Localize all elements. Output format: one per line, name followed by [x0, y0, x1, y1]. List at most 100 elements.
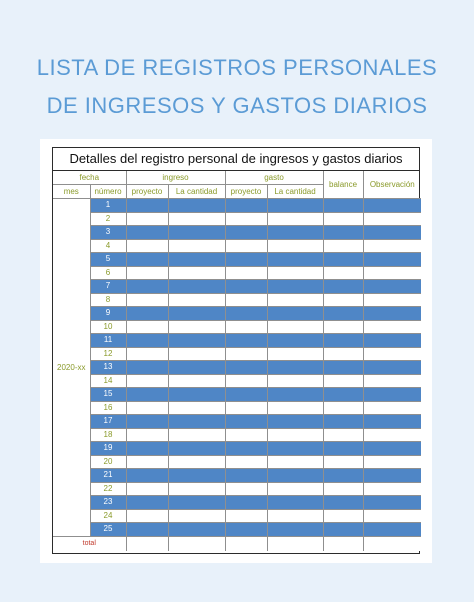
row-number-cell[interactable]: 15	[90, 387, 127, 402]
row-number-cell[interactable]: 13	[90, 360, 127, 375]
balance-cell[interactable]	[322, 292, 364, 307]
cantidad-gasto-cell[interactable]	[266, 522, 324, 537]
proyecto-gasto-cell[interactable]	[224, 306, 268, 321]
balance-cell[interactable]	[322, 319, 364, 334]
balance-cell[interactable]	[322, 346, 364, 361]
balance-cell[interactable]	[322, 454, 364, 469]
cantidad-ingreso-cell[interactable]	[167, 252, 226, 267]
row-number-cell[interactable]: 4	[90, 238, 127, 253]
cantidad-ingreso-cell[interactable]	[167, 387, 226, 402]
row-number-cell[interactable]: 3	[90, 225, 127, 240]
observacion-cell[interactable]	[362, 279, 422, 294]
row-number-cell[interactable]: 22	[90, 481, 127, 496]
proyecto-gasto-cell[interactable]	[224, 225, 268, 240]
observacion-cell[interactable]	[362, 198, 422, 213]
cantidad-ingreso-cell[interactable]	[167, 198, 226, 213]
proyecto-gasto-cell[interactable]	[224, 211, 268, 226]
proyecto-gasto-cell[interactable]	[224, 333, 268, 348]
cantidad-gasto-cell[interactable]	[266, 387, 324, 402]
cantidad-gasto-cell[interactable]	[266, 481, 324, 496]
observacion-cell[interactable]	[362, 481, 422, 496]
cantidad-gasto-cell[interactable]	[266, 238, 324, 253]
proyecto-ingreso-cell[interactable]	[125, 292, 169, 307]
proyecto-gasto-cell[interactable]	[224, 252, 268, 267]
proyecto-ingreso-cell[interactable]	[125, 441, 169, 456]
observacion-cell[interactable]	[362, 508, 422, 523]
balance-cell[interactable]	[322, 225, 364, 240]
observacion-cell[interactable]	[362, 387, 422, 402]
row-number-cell[interactable]: 17	[90, 414, 127, 429]
cantidad-ingreso-cell[interactable]	[167, 346, 226, 361]
observacion-cell[interactable]	[362, 238, 422, 253]
cantidad-gasto-cell[interactable]	[266, 414, 324, 429]
balance-cell[interactable]	[322, 373, 364, 388]
cantidad-ingreso-cell[interactable]	[167, 495, 226, 510]
proyecto-ingreso-cell[interactable]	[125, 306, 169, 321]
observacion-cell[interactable]	[362, 319, 422, 334]
balance-cell[interactable]	[322, 508, 364, 523]
observacion-cell[interactable]	[362, 252, 422, 267]
proyecto-gasto-cell[interactable]	[224, 373, 268, 388]
cantidad-ingreso-cell[interactable]	[167, 468, 226, 483]
cantidad-gasto-cell[interactable]	[266, 292, 324, 307]
proyecto-ingreso-cell[interactable]	[125, 346, 169, 361]
total-proyecto-gasto-cell[interactable]	[224, 535, 268, 551]
row-number-cell[interactable]: 24	[90, 508, 127, 523]
proyecto-ingreso-cell[interactable]	[125, 508, 169, 523]
cantidad-ingreso-cell[interactable]	[167, 400, 226, 415]
proyecto-ingreso-cell[interactable]	[125, 360, 169, 375]
balance-cell[interactable]	[322, 481, 364, 496]
observacion-cell[interactable]	[362, 495, 422, 510]
cantidad-ingreso-cell[interactable]	[167, 319, 226, 334]
proyecto-ingreso-cell[interactable]	[125, 198, 169, 213]
cantidad-ingreso-cell[interactable]	[167, 441, 226, 456]
proyecto-ingreso-cell[interactable]	[125, 481, 169, 496]
proyecto-gasto-cell[interactable]	[224, 292, 268, 307]
row-number-cell[interactable]: 23	[90, 495, 127, 510]
cantidad-gasto-cell[interactable]	[266, 319, 324, 334]
row-number-cell[interactable]: 20	[90, 454, 127, 469]
row-number-cell[interactable]: 1	[89, 198, 127, 213]
proyecto-gasto-cell[interactable]	[224, 454, 268, 469]
observacion-cell[interactable]	[362, 427, 422, 442]
balance-cell[interactable]	[322, 238, 364, 253]
proyecto-ingreso-cell[interactable]	[125, 427, 169, 442]
row-number-cell[interactable]: 14	[90, 373, 127, 388]
cantidad-ingreso-cell[interactable]	[167, 360, 226, 375]
cantidad-ingreso-cell[interactable]	[167, 292, 226, 307]
proyecto-ingreso-cell[interactable]	[125, 319, 169, 334]
cantidad-gasto-cell[interactable]	[266, 306, 324, 321]
balance-cell[interactable]	[322, 387, 364, 402]
row-number-cell[interactable]: 7	[90, 279, 127, 294]
cantidad-gasto-cell[interactable]	[266, 265, 324, 280]
observacion-cell[interactable]	[362, 360, 422, 375]
balance-cell[interactable]	[322, 522, 364, 537]
observacion-cell[interactable]	[362, 441, 422, 456]
cantidad-gasto-cell[interactable]	[266, 400, 324, 415]
proyecto-gasto-cell[interactable]	[224, 279, 268, 294]
observacion-cell[interactable]	[362, 211, 422, 226]
proyecto-gasto-cell[interactable]	[224, 198, 268, 213]
cantidad-gasto-cell[interactable]	[266, 468, 324, 483]
row-number-cell[interactable]: 2	[90, 211, 127, 226]
observacion-cell[interactable]	[362, 265, 422, 280]
proyecto-ingreso-cell[interactable]	[125, 387, 169, 402]
balance-cell[interactable]	[322, 414, 364, 429]
observacion-cell[interactable]	[362, 454, 422, 469]
cantidad-ingreso-cell[interactable]	[167, 211, 226, 226]
proyecto-gasto-cell[interactable]	[224, 508, 268, 523]
proyecto-gasto-cell[interactable]	[224, 360, 268, 375]
total-observacion-cell[interactable]	[362, 535, 422, 551]
row-number-cell[interactable]: 8	[90, 292, 127, 307]
cantidad-gasto-cell[interactable]	[266, 225, 324, 240]
observacion-cell[interactable]	[362, 400, 422, 415]
proyecto-ingreso-cell[interactable]	[125, 238, 169, 253]
observacion-cell[interactable]	[362, 333, 422, 348]
balance-cell[interactable]	[322, 265, 364, 280]
proyecto-ingreso-cell[interactable]	[125, 333, 169, 348]
cantidad-gasto-cell[interactable]	[266, 427, 324, 442]
total-cantidad-gasto-cell[interactable]	[266, 535, 324, 551]
proyecto-ingreso-cell[interactable]	[125, 211, 169, 226]
proyecto-gasto-cell[interactable]	[224, 441, 268, 456]
proyecto-ingreso-cell[interactable]	[125, 400, 169, 415]
